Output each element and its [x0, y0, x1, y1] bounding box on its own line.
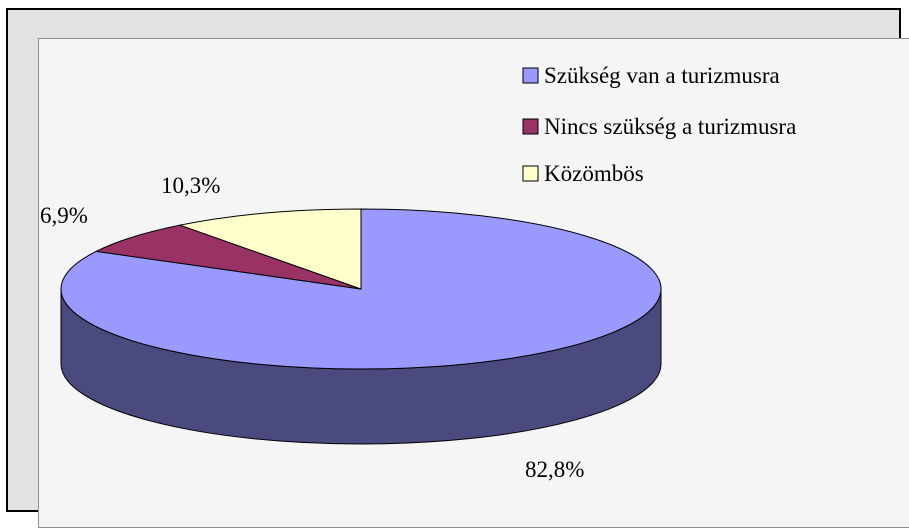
- legend-label-kozombos: Közömbös: [544, 161, 644, 186]
- pie-slice-kozombos: [178, 208, 362, 290]
- legend-swatch-nincs: [522, 118, 539, 135]
- data-label-nincs: 6,9%: [40, 203, 88, 228]
- data-label-kozombos: 10,3%: [161, 173, 220, 198]
- legend-label-szukseg: Szükség van a turizmusra: [544, 63, 780, 88]
- pie-slice-nincs: [94, 224, 362, 290]
- legend-item-nincs: Nincs szükség a turizmusra: [522, 114, 796, 139]
- legend-item-szukseg: Szükség van a turizmusra: [522, 63, 780, 88]
- legend-swatch-szukseg: [522, 67, 539, 84]
- data-label-szukseg: 82,8%: [525, 457, 584, 482]
- pie-slices: [60, 208, 662, 370]
- legend-label-nincs: Nincs szükség a turizmusra: [544, 114, 796, 139]
- legend-item-kozombos: Közömbös: [522, 161, 644, 186]
- legend: Szükség van a turizmusra Nincs szükség a…: [522, 63, 796, 186]
- legend-swatch-kozombos: [522, 165, 539, 182]
